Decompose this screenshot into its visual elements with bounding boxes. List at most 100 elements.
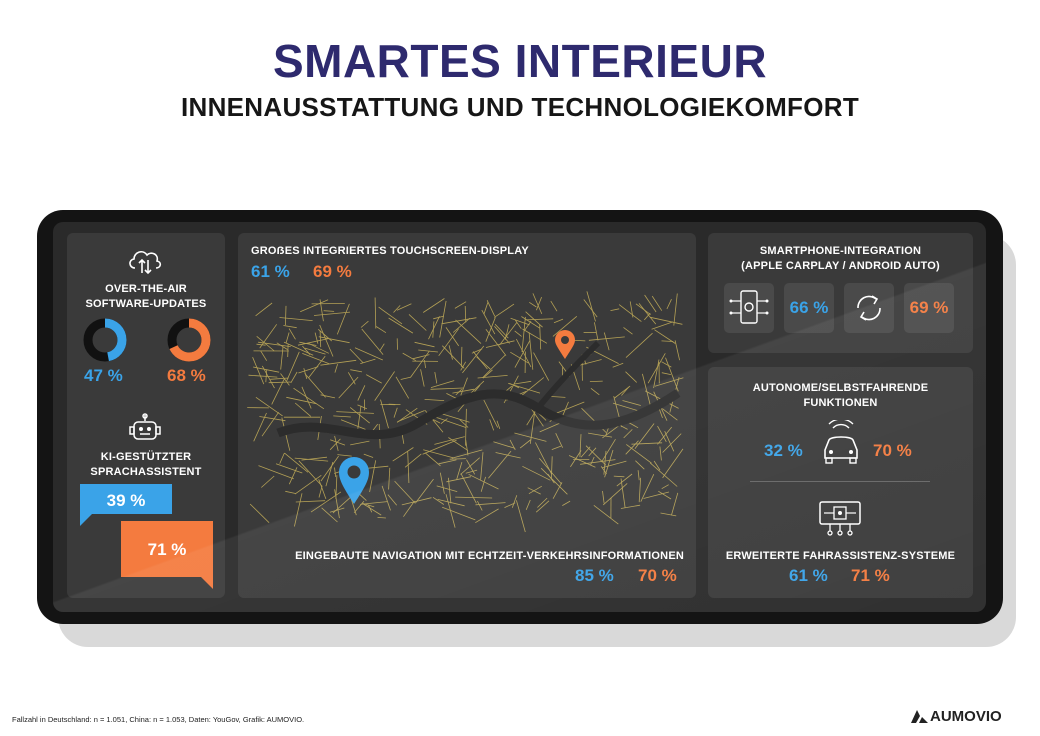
voice-value-germany: 39 % (106, 491, 146, 510)
autonomous-value-germany: 32 % (764, 441, 803, 460)
map-road (494, 326, 510, 344)
map-road (626, 444, 652, 464)
map-road (334, 489, 340, 519)
map-road (514, 340, 531, 368)
touchscreen-value-germany: 61 % (251, 262, 290, 281)
ota-label: OVER-THE-AIR SOFTWARE-UPDATES (85, 283, 207, 310)
map-road (519, 377, 545, 398)
smartphone-value-box-germany (784, 283, 834, 333)
smartphone-value-china: 69 % (909, 298, 949, 317)
map-road (255, 396, 283, 417)
phone-settings-icon (729, 290, 769, 324)
map-road (552, 315, 578, 337)
map-road (460, 473, 477, 504)
city-map (247, 291, 684, 533)
map-road (311, 303, 345, 305)
map-road (551, 445, 562, 450)
ota-donut-china (167, 318, 211, 362)
map-road (456, 461, 463, 480)
map-road (259, 324, 278, 349)
map-road (424, 452, 441, 467)
map-road (270, 377, 289, 380)
map-road (438, 328, 459, 357)
map-road (657, 426, 673, 445)
map-road (477, 375, 508, 379)
map-road (261, 411, 280, 437)
map-road (412, 354, 430, 360)
map-road (494, 323, 509, 339)
map-road (621, 386, 630, 396)
map-road (302, 353, 330, 365)
map-road (301, 456, 328, 461)
map-road (294, 493, 303, 527)
page-subtitle: INNENAUSSTATTUNG UND TECHNOLOGIEKOMFORT (180, 92, 860, 122)
map-road (662, 448, 684, 479)
map-road (334, 435, 339, 451)
map-road (271, 378, 285, 405)
map-road (600, 466, 607, 475)
map-road (360, 358, 376, 364)
map-road (674, 340, 680, 361)
map-road (279, 317, 313, 321)
map-road (504, 502, 516, 508)
map-road (451, 449, 483, 459)
map-road (392, 447, 414, 462)
map-road (408, 314, 427, 331)
map-road (551, 456, 553, 479)
touchscreen-label: GROẞES INTEGRIERTES TOUCHSCREEN-DISPLAY (251, 245, 529, 257)
map-road (434, 372, 438, 384)
map-road (430, 387, 464, 390)
map-road (475, 502, 506, 506)
map-road (319, 330, 322, 348)
map-road (298, 366, 319, 374)
map-road (552, 482, 563, 499)
map-road (295, 500, 326, 503)
map-road (519, 439, 532, 449)
map-road (610, 308, 620, 311)
map-road (255, 302, 273, 317)
map-road (286, 396, 317, 405)
map-road (449, 458, 466, 460)
map-road (285, 490, 296, 494)
map-road (661, 340, 674, 342)
map-road (654, 329, 676, 344)
map-road (618, 304, 642, 322)
map-road (340, 419, 366, 430)
map-road (664, 431, 675, 452)
map-road (522, 465, 551, 481)
map-road (434, 436, 465, 445)
map-road (625, 440, 639, 455)
navigation-label: EINGEBAUTE NAVIGATION MIT ECHTZEIT-VERKE… (295, 550, 684, 562)
map-road (651, 295, 663, 311)
map-road (637, 470, 640, 481)
map-road (485, 317, 496, 342)
map-road (388, 467, 391, 490)
map-road (336, 411, 374, 414)
map-road (357, 404, 367, 410)
map-road (285, 305, 287, 326)
map-road (547, 473, 555, 484)
map-road (336, 303, 350, 335)
navigation-value-germany: 85 % (575, 566, 614, 585)
map-road (588, 432, 613, 438)
map-road (310, 491, 342, 513)
map-road (321, 507, 338, 523)
sync-icon (857, 295, 881, 321)
map-road (319, 299, 324, 322)
map-road (460, 346, 463, 367)
navigation-value-china: 70 % (638, 566, 677, 585)
map-road (549, 396, 566, 398)
map-road (579, 434, 582, 458)
map-road (514, 380, 532, 385)
map-road (602, 490, 605, 504)
map-road (349, 348, 364, 364)
map-road (634, 423, 655, 449)
map-road (468, 473, 499, 490)
map-road (620, 504, 641, 509)
map-road (285, 332, 290, 344)
map-road (415, 478, 434, 504)
map-panel (238, 233, 696, 598)
map-road (511, 495, 518, 508)
map-road (480, 452, 484, 480)
map-road (585, 445, 607, 466)
